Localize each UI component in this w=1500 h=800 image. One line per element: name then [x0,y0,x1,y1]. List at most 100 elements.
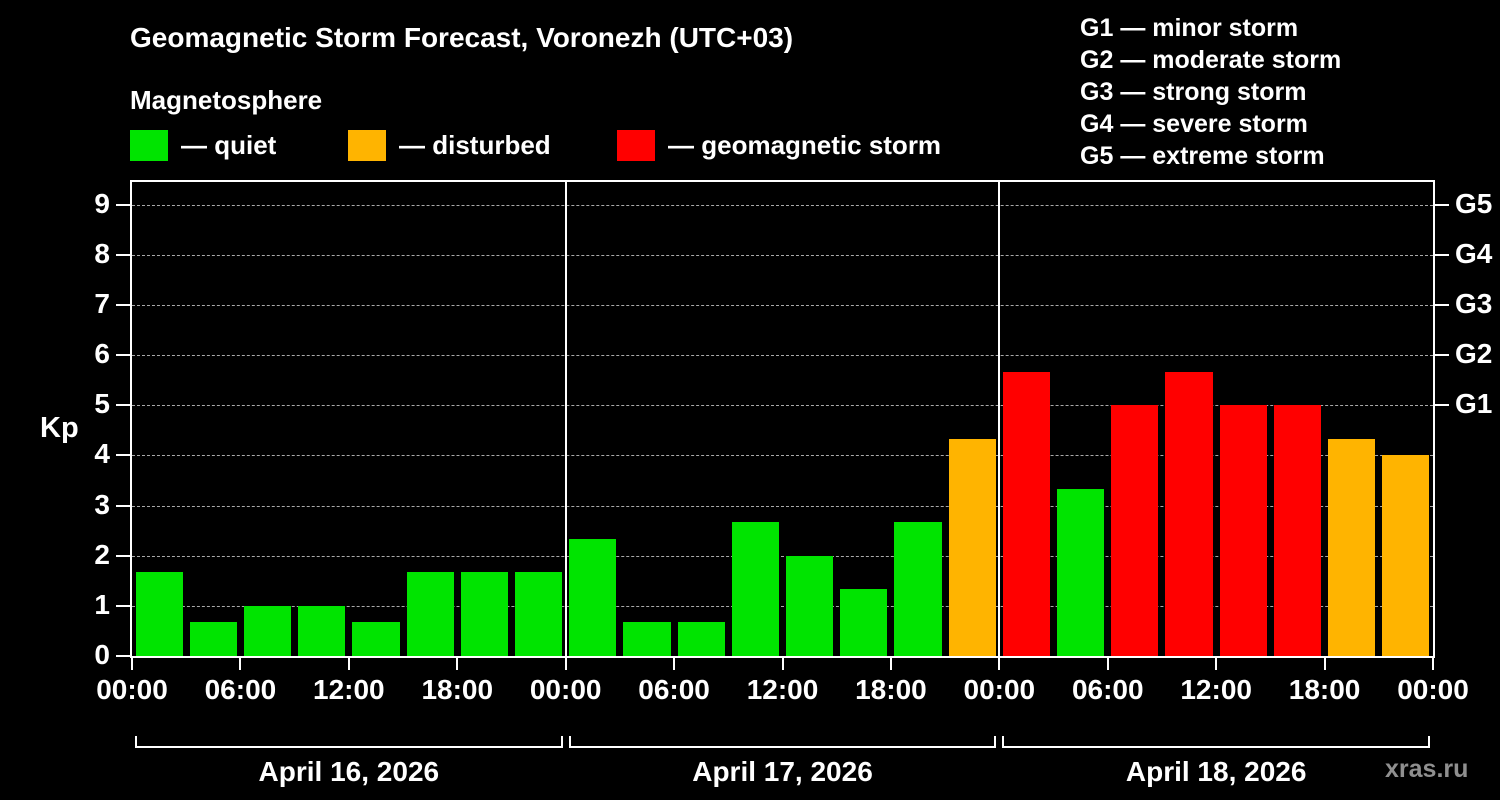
g2-label: — moderate storm [1120,46,1342,74]
date-bracket-end [135,736,137,748]
y-tick-mark [116,303,130,306]
g-tick-mark [1435,404,1449,407]
kp-bar-quiet [840,589,888,656]
kp-bar-storm [1165,371,1213,656]
kp-bar-quiet [243,605,292,656]
x-tick-label: 06:00 [204,674,277,705]
gridline-kp-8 [132,254,1433,256]
x-tick-mark [1323,658,1326,670]
kp-bar-quiet [786,555,834,656]
legend-label-storm: — geomagnetic storm [668,130,942,160]
day-separator [998,182,1001,656]
kp-bar-storm [1002,371,1051,656]
y-tick-label: 3 [94,488,110,520]
g-legend-item-g5: G5 — extreme storm [1080,140,1341,172]
x-tick-mark [1215,658,1218,670]
legend-item-quiet: — quiet [130,130,276,161]
g-tick-label: G4 [1455,237,1493,269]
y-tick-label: 8 [94,237,110,269]
kp-bar-quiet [460,572,508,656]
x-tick-mark [1432,658,1434,670]
x-tick-label: 00:00 [96,674,168,705]
disturbed-color-swatch [348,130,386,161]
g2-code: G2 [1080,46,1114,74]
x-tick-mark [564,658,567,670]
x-tick-label: 12:00 [313,674,385,705]
kp-bar-quiet [298,605,346,656]
kp-bar-storm [1219,405,1267,656]
g-scale-legend: G1 — minor storm G2 — moderate storm G3 … [1080,12,1341,172]
x-tick-mark [456,658,459,670]
y-tick-mark [116,504,130,507]
legend-label-disturbed: — disturbed [399,130,551,160]
g-legend-item-g3: G3 — strong storm [1080,76,1341,108]
y-tick-label: 2 [94,538,110,570]
y-tick-mark [116,404,130,407]
x-tick-mark [781,658,784,670]
y-tick-label: 0 [94,639,110,670]
y-tick-mark [116,454,130,457]
date-bracket-end [568,736,571,748]
storm-color-swatch [617,130,655,161]
x-tick-label: 12:00 [1180,674,1252,705]
x-tick-mark [131,658,133,670]
x-tick-label: 06:00 [1071,674,1144,705]
y-tick-mark [116,655,130,657]
g1-label: — minor storm [1120,14,1299,42]
x-tick-label: 18:00 [855,674,927,705]
y-tick-label: 6 [94,338,110,370]
legend-item-disturbed: — disturbed [348,130,551,161]
g-tick-mark [1435,354,1449,357]
g-tick-mark [1435,303,1449,306]
date-bracket-end [560,736,563,748]
x-tick-label: 18:00 [421,674,494,705]
x-tick-label: 18:00 [1288,674,1361,705]
y-tick-label: 9 [94,187,110,219]
date-bracket [135,746,563,748]
date-label: April 18, 2026 [1125,756,1307,787]
gridline-kp-6 [132,355,1433,357]
x-tick-label: 12:00 [746,674,819,705]
quiet-color-swatch [130,130,168,161]
g-tick-label: G2 [1455,338,1493,370]
g5-code: G5 [1080,142,1114,170]
g4-code: G4 [1080,110,1114,138]
kp-bar-disturbed [1328,438,1376,656]
x-tick-mark [347,658,350,670]
kp-bar-quiet [514,572,563,656]
y-tick-label: 4 [94,438,110,470]
date-label: April 17, 2026 [692,756,873,787]
kp-bar-quiet [135,572,183,656]
date-bracket [568,746,997,748]
g1-code: G1 [1080,14,1114,42]
y-tick-label: 5 [94,388,110,420]
kp-bar-quiet [569,539,617,656]
kp-bar-quiet [894,522,942,656]
x-tick-mark [1106,658,1109,670]
plot-area [130,180,1435,658]
chart-title: Geomagnetic Storm Forecast, Voronezh (UT… [130,22,794,53]
y-tick-mark [116,203,130,206]
g-tick-mark [1435,253,1449,256]
x-tick-label: 00:00 [1397,674,1469,705]
gridline-kp-7 [132,304,1433,306]
x-tick-label: 00:00 [963,674,1036,705]
g-tick-label: G5 [1455,187,1493,219]
y-tick-mark [116,604,130,607]
x-tick-mark [673,658,676,670]
kp-bar-quiet [352,622,400,656]
gridline-kp-2 [132,555,1433,557]
gridline-kp-5 [132,405,1433,407]
kp-bar-quiet [623,622,671,656]
gridline-kp-9 [132,204,1433,206]
kp-bar-quiet [677,622,725,656]
g-legend-item-g4: G4 — severe storm [1080,108,1341,140]
g-legend-item-g2: G2 — moderate storm [1080,44,1341,76]
kp-bar-quiet [189,622,237,656]
y-axis-label: Kp [40,412,79,444]
y-tick-mark [116,253,130,256]
x-tick-mark [998,658,1001,670]
x-tick-mark [239,658,242,670]
x-tick-mark [889,658,892,670]
